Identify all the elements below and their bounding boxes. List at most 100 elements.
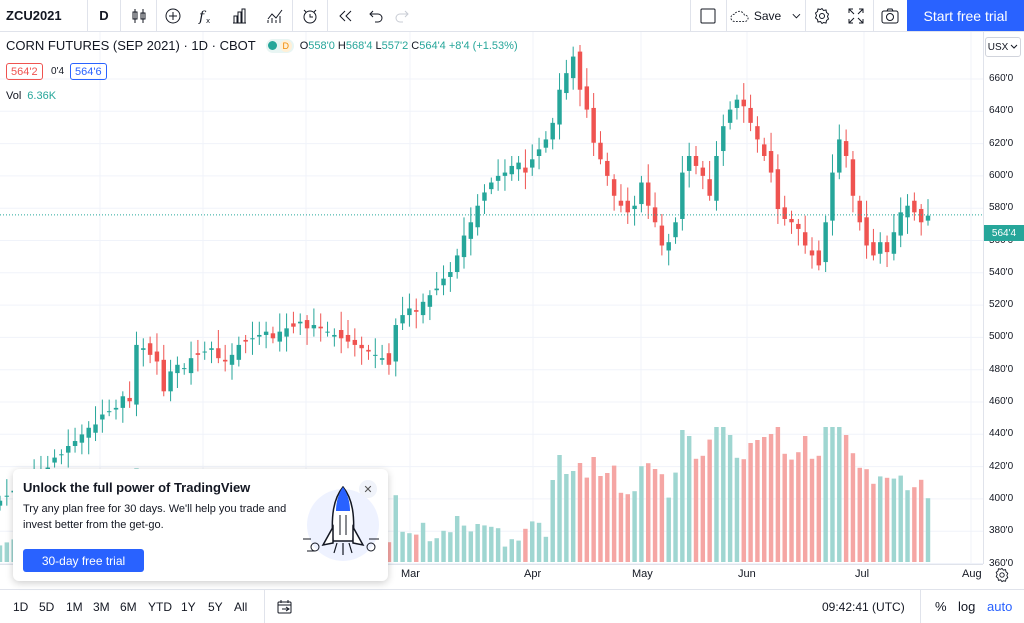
volume-bar xyxy=(407,533,412,562)
toolbar-divider xyxy=(156,0,157,31)
candle-body xyxy=(420,301,426,316)
candle-body xyxy=(243,339,248,342)
financials-button[interactable] xyxy=(225,0,253,31)
price-tick-label: 500'0 xyxy=(989,331,1014,343)
auto-toggle[interactable]: auto xyxy=(987,599,1013,614)
candle-body xyxy=(284,328,289,337)
toolbar-divider xyxy=(690,0,691,31)
save-button[interactable]: Save xyxy=(730,0,802,31)
volume-bar xyxy=(802,436,808,562)
candle-body xyxy=(714,156,719,201)
range-button-5y[interactable]: 5Y xyxy=(208,599,223,614)
candle-body xyxy=(100,414,105,420)
symbol-title[interactable]: CORN FUTURES (SEP 2021) · 1D · CBOT xyxy=(6,38,256,53)
goto-date-button[interactable] xyxy=(276,590,294,623)
candle-body xyxy=(434,288,439,291)
candle-body xyxy=(707,179,712,196)
undo-button[interactable] xyxy=(362,0,390,31)
candle-body xyxy=(748,107,753,123)
fullscreen-button[interactable] xyxy=(842,0,870,31)
candle-body xyxy=(550,122,555,140)
settings-button[interactable] xyxy=(808,0,836,31)
bid-price[interactable]: 564'2 xyxy=(6,63,43,80)
redo-button[interactable] xyxy=(388,0,416,31)
volume-bar xyxy=(680,430,685,562)
volume-legend: Vol 6.36K xyxy=(6,90,56,102)
percent-toggle[interactable]: % xyxy=(935,599,947,614)
candle-body xyxy=(639,182,644,205)
candle-body xyxy=(379,358,385,360)
volume-bar xyxy=(646,463,651,562)
fullscreen-icon xyxy=(848,8,864,23)
compare-button[interactable] xyxy=(159,0,187,31)
currency-button[interactable]: USX xyxy=(985,37,1021,57)
range-button-all[interactable]: All xyxy=(234,599,248,614)
candle-body xyxy=(393,325,398,362)
volume-bar xyxy=(639,466,644,562)
volume-bar xyxy=(707,439,712,562)
volume-bar xyxy=(734,457,740,562)
clock-time[interactable]: 09:42:41 (UTC) xyxy=(822,599,905,614)
price-tick-label: 580'0 xyxy=(989,202,1014,214)
candle-body xyxy=(59,454,64,456)
volume-bar xyxy=(878,476,883,562)
volume-bar xyxy=(543,536,549,562)
candle-body xyxy=(652,207,658,223)
symbol-search[interactable]: ZCU2021 xyxy=(6,8,62,23)
alert-button[interactable] xyxy=(296,0,324,31)
close-icon[interactable]: ✕ xyxy=(359,480,377,498)
candle-body xyxy=(257,334,262,337)
time-axis-settings-button[interactable] xyxy=(992,565,1012,585)
volume-bar xyxy=(830,427,835,562)
candle-body xyxy=(298,321,303,324)
chevron-down-icon xyxy=(1010,44,1018,49)
range-button-3m[interactable]: 3M xyxy=(93,599,110,614)
range-button-1m[interactable]: 1M xyxy=(66,599,83,614)
volume-bar xyxy=(652,469,658,562)
candle-body xyxy=(338,330,344,339)
volume-bar xyxy=(632,491,637,562)
plus-circle-icon xyxy=(165,8,181,23)
candle-body xyxy=(741,99,746,107)
volume-bar xyxy=(693,458,699,562)
market-status[interactable]: D xyxy=(265,38,294,53)
interval-button[interactable]: D xyxy=(99,8,109,23)
candle-body xyxy=(52,457,57,463)
range-button-1d[interactable]: 1D xyxy=(13,599,29,614)
volume-bar xyxy=(591,457,596,562)
volume-bar xyxy=(864,469,869,562)
snapshot-button[interactable] xyxy=(876,0,904,31)
candle-body xyxy=(175,364,180,374)
log-toggle[interactable]: log xyxy=(958,599,976,614)
free-trial-button[interactable]: 30-day free trial xyxy=(23,549,144,572)
volume-bar xyxy=(768,434,774,562)
candle-body xyxy=(263,331,269,335)
range-button-ytd[interactable]: YTD xyxy=(148,599,172,614)
range-button-5d[interactable]: 5D xyxy=(39,599,55,614)
replay-button[interactable] xyxy=(331,0,359,31)
range-button-6m[interactable]: 6M xyxy=(120,599,137,614)
volume-bar xyxy=(598,476,603,562)
chart-pane[interactable] xyxy=(0,32,983,564)
candle-body xyxy=(884,242,890,253)
candle-body xyxy=(905,205,910,218)
volume-bar xyxy=(509,539,514,562)
volume-bar xyxy=(918,479,924,562)
candle-body xyxy=(536,149,542,156)
ask-price[interactable]: 564'6 xyxy=(70,63,107,80)
price-chart[interactable] xyxy=(0,32,983,564)
chart-type-button[interactable] xyxy=(124,0,154,31)
candle-body xyxy=(816,250,822,266)
candle-body xyxy=(727,109,733,123)
delayed-badge: D xyxy=(279,39,292,52)
time-axis[interactable] xyxy=(0,564,983,587)
templates-button[interactable] xyxy=(261,0,289,31)
range-button-1y[interactable]: 1Y xyxy=(181,599,196,614)
price-axis[interactable] xyxy=(983,32,1024,564)
candle-body xyxy=(611,179,617,196)
start-free-trial-button[interactable]: Start free trial xyxy=(907,0,1024,31)
layout-button[interactable] xyxy=(694,0,722,31)
